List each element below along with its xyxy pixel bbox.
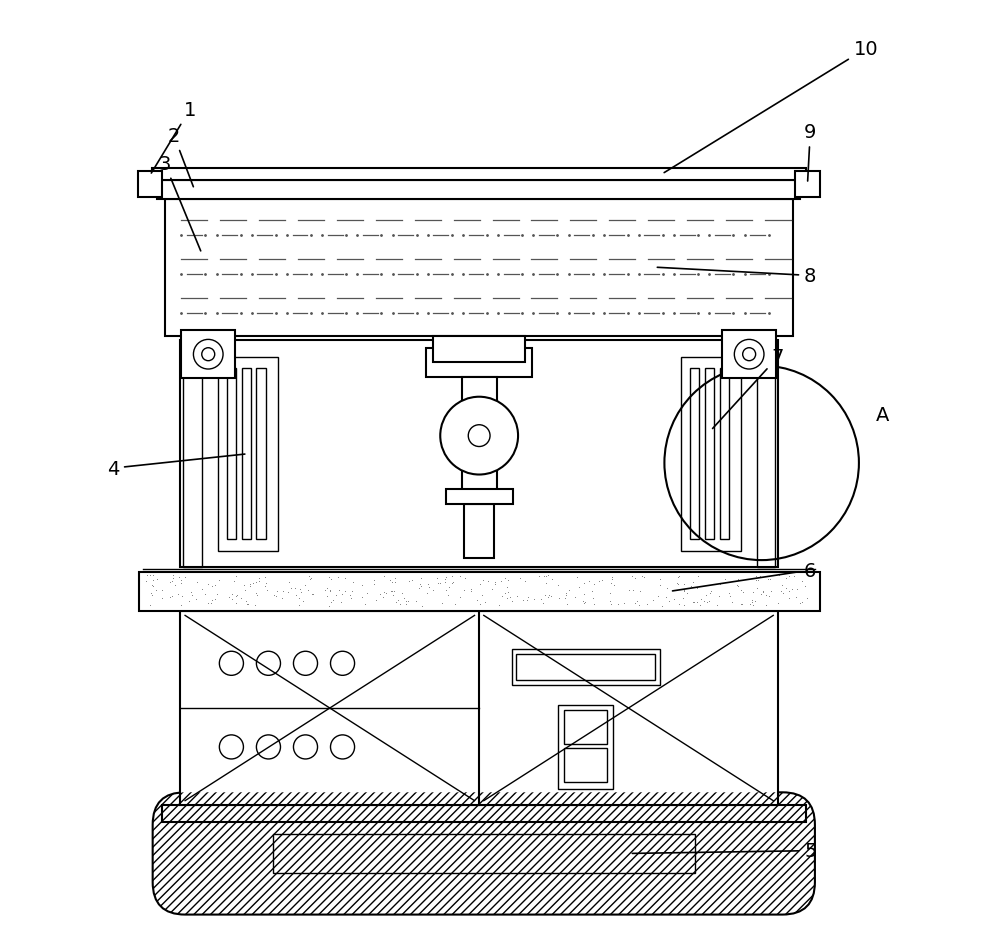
Circle shape: [468, 425, 490, 447]
Bar: [227, 368, 236, 540]
Text: 2: 2: [168, 127, 193, 187]
Bar: [462, 378, 497, 499]
Text: 10: 10: [664, 40, 878, 174]
Bar: [512, 650, 660, 685]
Bar: [162, 806, 806, 822]
Bar: [218, 357, 278, 551]
Text: 6: 6: [673, 561, 816, 591]
Bar: [273, 834, 695, 873]
Bar: [181, 330, 235, 379]
Bar: [720, 368, 729, 540]
Bar: [705, 368, 714, 540]
Text: 1: 1: [151, 101, 196, 174]
Text: 3: 3: [159, 155, 201, 251]
Circle shape: [440, 397, 518, 475]
Text: A: A: [875, 406, 889, 424]
Bar: [242, 368, 251, 540]
Text: 5: 5: [632, 842, 817, 860]
Text: 9: 9: [804, 123, 816, 182]
Bar: [564, 748, 607, 782]
Bar: [139, 573, 820, 612]
Bar: [681, 357, 741, 551]
Text: 4: 4: [107, 455, 245, 478]
Bar: [516, 654, 655, 680]
Bar: [426, 348, 532, 378]
Bar: [464, 504, 494, 559]
Bar: [564, 711, 607, 744]
Bar: [558, 705, 613, 789]
Bar: [433, 336, 525, 362]
Bar: [138, 172, 162, 198]
Bar: [757, 341, 775, 568]
Bar: [157, 181, 800, 200]
Bar: [165, 200, 793, 336]
Bar: [690, 368, 699, 540]
Bar: [256, 368, 266, 540]
Text: 8: 8: [657, 266, 816, 286]
FancyBboxPatch shape: [153, 793, 815, 915]
Bar: [795, 172, 820, 198]
Bar: [180, 612, 778, 806]
Bar: [180, 341, 778, 568]
Bar: [722, 330, 776, 379]
Bar: [152, 169, 806, 181]
Bar: [183, 341, 202, 568]
Bar: [446, 489, 513, 504]
Text: 7: 7: [713, 348, 784, 429]
